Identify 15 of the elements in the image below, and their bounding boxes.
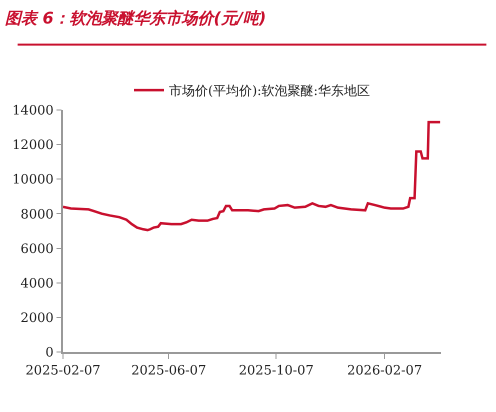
y-tick-label: 12000 bbox=[12, 138, 54, 154]
y-tick-label: 14000 bbox=[12, 104, 54, 119]
y-tick-label: 8000 bbox=[20, 207, 54, 222]
y-tick-label: 0 bbox=[45, 346, 54, 361]
legend-label: 市场价(平均价):软泡聚醚:华东地区 bbox=[169, 84, 370, 100]
x-tick-label: 2025-06-07 bbox=[131, 363, 206, 378]
x-tick-label: 2025-02-07 bbox=[26, 363, 100, 378]
x-tick-label: 2025-10-07 bbox=[238, 363, 314, 378]
y-tick-label: 4000 bbox=[20, 276, 54, 292]
y-tick-label: 2000 bbox=[20, 310, 54, 326]
line-series bbox=[63, 120, 441, 232]
chart-title: 图表 6：软泡聚醚华东市场价(元/吨) bbox=[4, 8, 266, 28]
x-tick-label: 2026-02-07 bbox=[347, 363, 422, 378]
y-tick-label: 6000 bbox=[20, 242, 54, 257]
y-tick-label: 10000 bbox=[12, 172, 54, 188]
